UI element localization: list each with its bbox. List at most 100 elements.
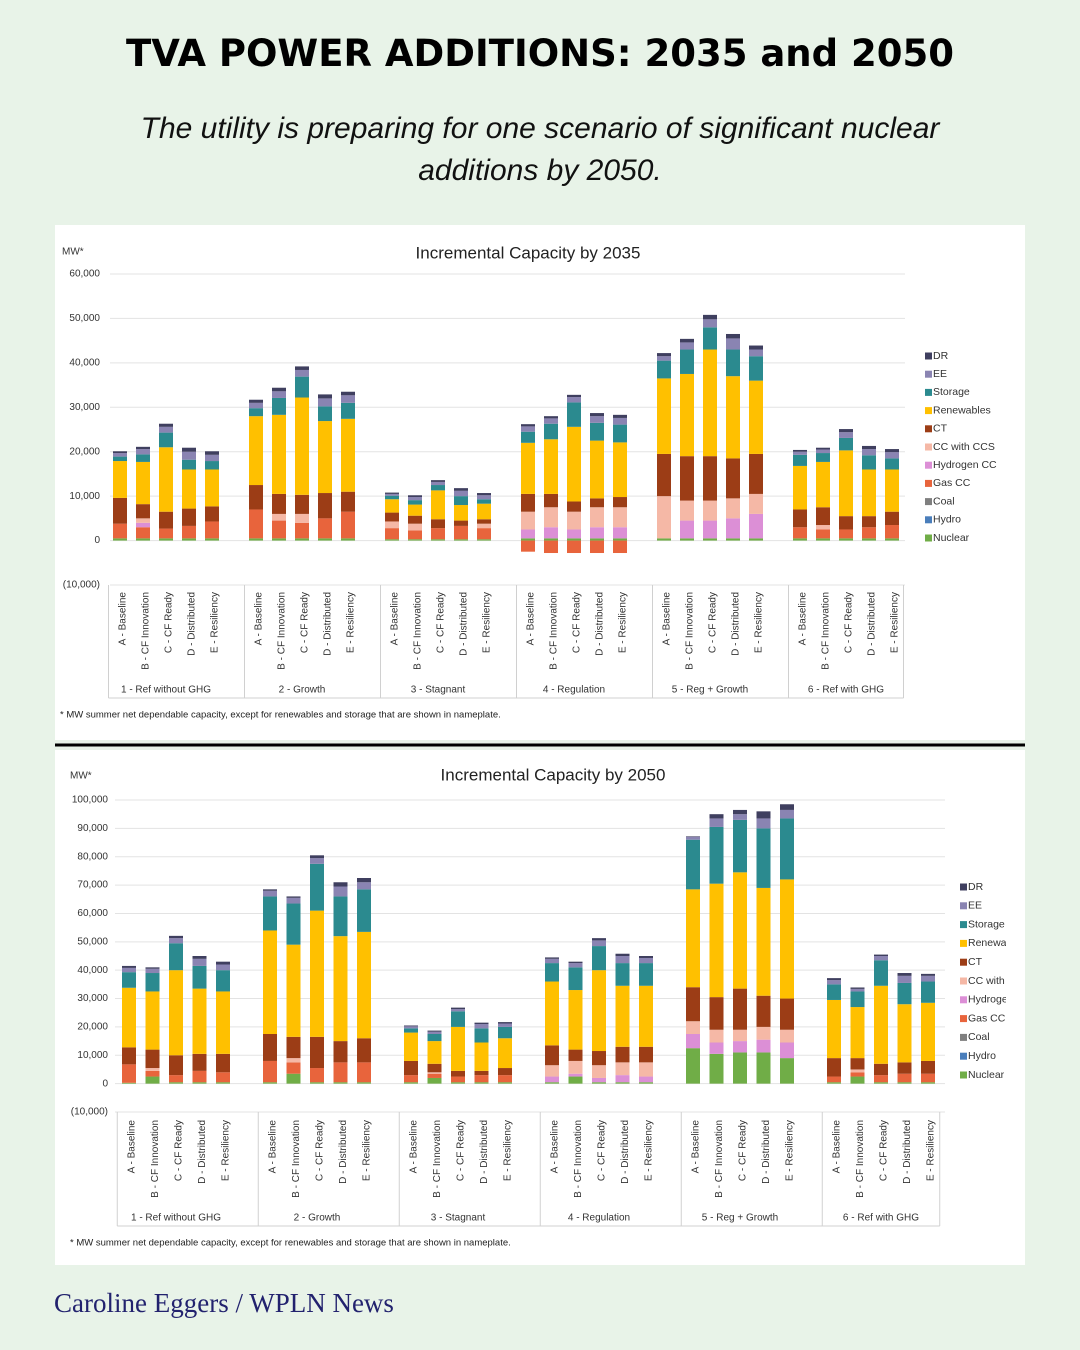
- bar-segment: [477, 528, 491, 540]
- bar-segment: [521, 511, 535, 530]
- bar-segment: [709, 1042, 724, 1054]
- bar-segment: [451, 1082, 465, 1084]
- bar-segment: [498, 1082, 512, 1084]
- bar-segment: [357, 1062, 371, 1083]
- legend-label: CT: [933, 423, 948, 435]
- bar-segment: [733, 814, 747, 820]
- bar-segment: [310, 858, 324, 864]
- bar-segment: [615, 1062, 630, 1076]
- bar-segment: [780, 809, 794, 819]
- bar-segment: [122, 967, 136, 973]
- x-tick-label: B - CF Innovation: [855, 1120, 866, 1198]
- bar-segment: [709, 1053, 724, 1084]
- legend-label: Hydro: [968, 1050, 996, 1062]
- bar-segment: [639, 1076, 653, 1083]
- bar-segment: [862, 445, 876, 450]
- bar-segment: [592, 1051, 606, 1066]
- bar-segment: [709, 814, 724, 819]
- bar-segment: [333, 936, 348, 1042]
- bar-segment: [136, 538, 150, 541]
- bar-segment: [680, 349, 694, 374]
- bar-segment: [431, 490, 445, 520]
- bar-segment: [357, 1038, 371, 1063]
- bar-segment: [454, 520, 468, 526]
- bar-segment: [404, 1060, 418, 1076]
- bar-segment: [613, 414, 627, 418]
- bar-segment: [113, 456, 127, 462]
- bar-segment: [816, 507, 830, 526]
- legend-swatch: [960, 1033, 967, 1041]
- bar-segment: [451, 1007, 465, 1010]
- bar-segment: [205, 451, 219, 455]
- bar-segment: [113, 538, 127, 541]
- bar-segment: [182, 469, 196, 509]
- x-tick-label: A - Baseline: [409, 1120, 420, 1174]
- legend-swatch: [960, 958, 967, 966]
- bar-segment: [613, 417, 627, 425]
- bar-segment: [703, 456, 717, 501]
- bar-segment: [169, 1075, 183, 1083]
- bar-segment: [122, 965, 136, 968]
- bar-segment: [431, 519, 445, 529]
- x-tick-label: E - Resiliency: [346, 592, 357, 653]
- bar-segment: [431, 528, 445, 540]
- bar-segment: [544, 418, 558, 424]
- bar-segment: [921, 973, 935, 976]
- bar-segment: [427, 1041, 442, 1064]
- bar-segment: [521, 426, 535, 432]
- bar-segment: [545, 1045, 559, 1066]
- bar-segment: [726, 458, 740, 499]
- bar-segment: [639, 985, 653, 1047]
- x-tick-label: D - Distributed: [595, 592, 606, 656]
- bar-segment: [333, 896, 348, 937]
- bar-segment: [780, 818, 794, 880]
- bar-segment: [726, 498, 740, 519]
- bar-segment: [249, 408, 263, 417]
- y-tick-label: 10,000: [69, 491, 100, 502]
- y-tick-label: 20,000: [77, 1022, 108, 1033]
- group-label: 3 - Stagnant: [431, 1213, 486, 1224]
- bar-segment: [333, 1041, 348, 1063]
- bar-segment: [192, 1053, 207, 1071]
- bar-segment: [749, 380, 763, 454]
- bar-segment: [780, 998, 794, 1030]
- x-tick-label: A - Baseline: [832, 1120, 843, 1174]
- bar-segment: [145, 1070, 160, 1077]
- bar-segment: [521, 529, 535, 539]
- x-tick-label: C - CF Ready: [300, 592, 311, 653]
- bar-segment: [544, 540, 558, 554]
- bar-segment: [159, 538, 173, 541]
- bar-segment: [341, 395, 355, 403]
- legend-swatch: [960, 883, 967, 891]
- x-tick-label: E - Resiliency: [785, 1120, 796, 1181]
- bar-segment: [544, 439, 558, 494]
- bar-segment: [749, 493, 763, 514]
- bar-segment: [590, 527, 604, 539]
- x-tick-label: C - CF Ready: [572, 592, 583, 653]
- bar-segment: [169, 970, 183, 1056]
- bar-segment: [862, 516, 876, 528]
- bar-segment: [216, 964, 230, 971]
- bar-segment: [885, 469, 899, 512]
- bar-segment: [333, 1082, 348, 1084]
- bar-segment: [639, 1046, 653, 1063]
- bar-segment: [756, 887, 771, 996]
- bar-segment: [615, 963, 630, 986]
- bar-segment: [454, 539, 468, 541]
- bar-segment: [885, 538, 899, 541]
- y-tick-label: 70,000: [77, 880, 108, 891]
- bar-segment: [182, 447, 196, 452]
- bar-segment: [657, 378, 671, 454]
- legend-swatch: [960, 1071, 967, 1079]
- x-tick-label: C - CF Ready: [879, 1120, 890, 1181]
- group-label: 1 - Ref without GHG: [121, 685, 211, 696]
- bar-segment: [921, 1060, 935, 1074]
- y-tick-label: 30,000: [77, 993, 108, 1004]
- bar-segment: [404, 1075, 418, 1083]
- bar-segment: [159, 528, 173, 539]
- legend-label: CC with CCS: [933, 441, 995, 453]
- x-tick-label: A - Baseline: [118, 592, 129, 646]
- bar-segment: [590, 440, 604, 499]
- bar-segment: [749, 538, 763, 541]
- bar-segment: [613, 442, 627, 498]
